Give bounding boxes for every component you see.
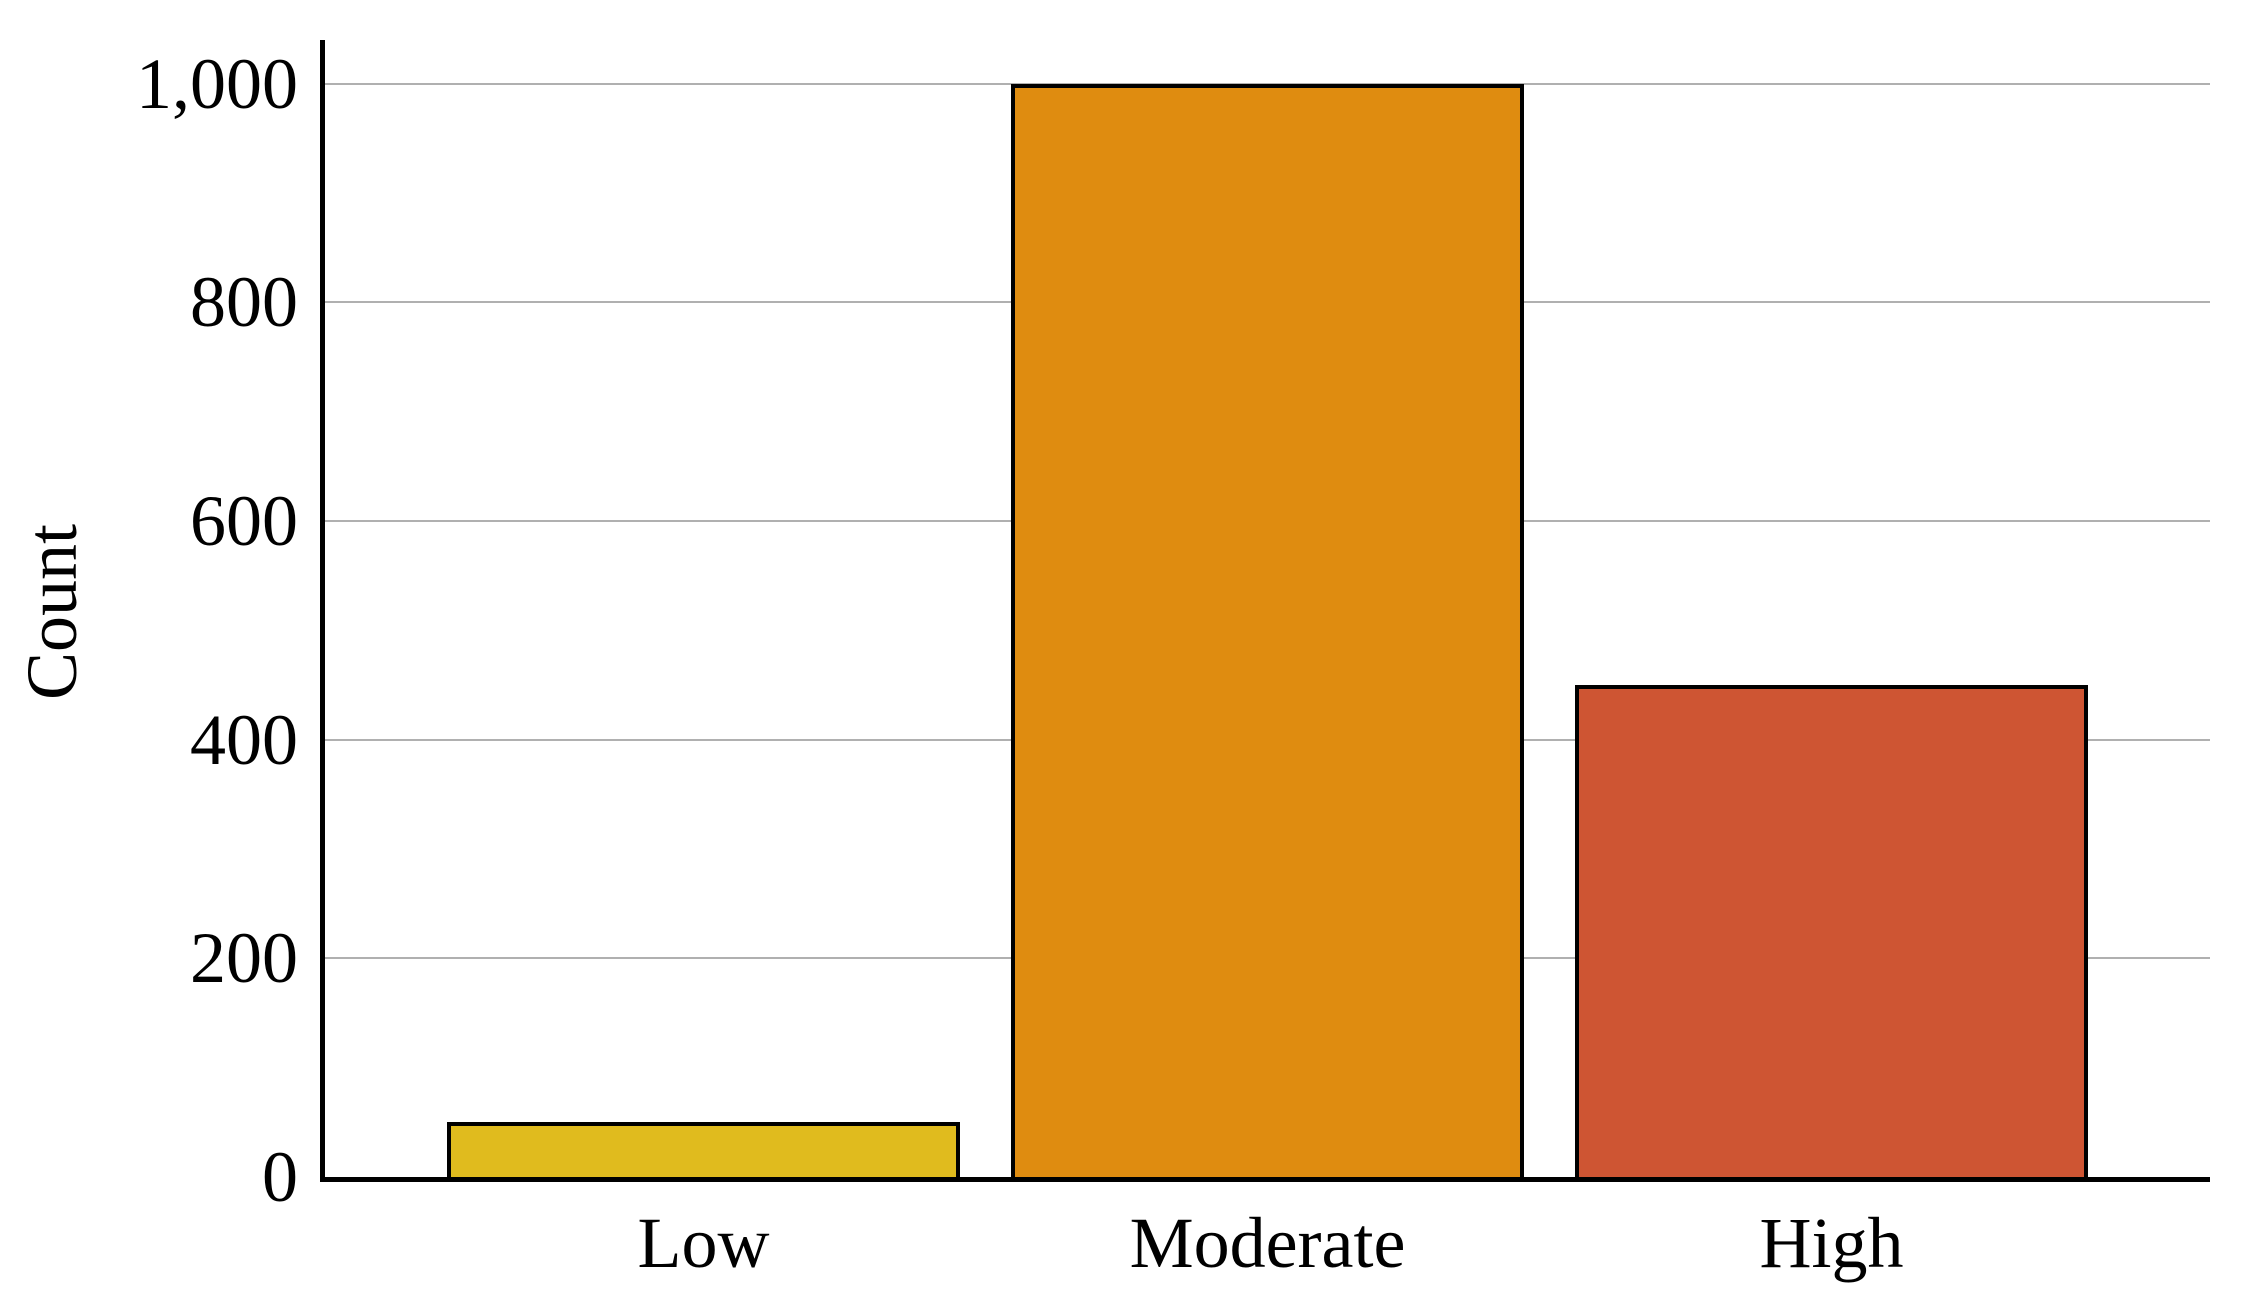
x-tick-label-moderate: Moderate bbox=[1129, 1203, 1406, 1283]
y-tick-label-1,000: 1,000 bbox=[136, 43, 298, 124]
bar-high bbox=[1575, 685, 2088, 1177]
x-tick-label-low: Low bbox=[637, 1203, 770, 1283]
x-tick-label-high: High bbox=[1759, 1203, 1904, 1283]
y-tick-label-600: 600 bbox=[190, 481, 298, 562]
y-tick-label-0: 0 bbox=[262, 1137, 298, 1217]
bar-moderate bbox=[1011, 84, 1524, 1177]
y-tick-label-200: 200 bbox=[190, 918, 298, 999]
gridline-1,000 bbox=[325, 82, 2210, 85]
y-tick-label-400: 400 bbox=[190, 699, 298, 780]
y-tick-label-800: 800 bbox=[190, 262, 298, 343]
bar-low bbox=[447, 1122, 960, 1177]
plot-area bbox=[320, 40, 2210, 1182]
